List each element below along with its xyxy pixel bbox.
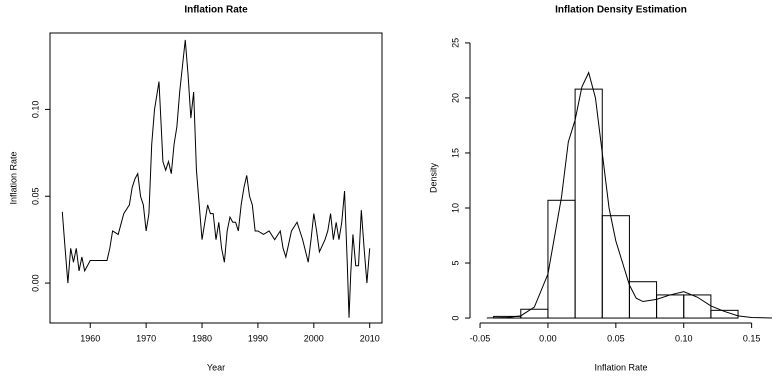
y-tick-label: 0.05 xyxy=(30,187,40,205)
y-axis-label: Density xyxy=(428,162,438,193)
x-tick-label: 1970 xyxy=(136,333,156,343)
bar xyxy=(601,215,630,319)
x-tick-label: 0.15 xyxy=(743,333,761,343)
x-tick-label: 1980 xyxy=(192,333,212,343)
bar xyxy=(710,309,739,319)
y-tick-label: 0 xyxy=(450,316,460,321)
y-tick-label: 0.00 xyxy=(30,274,40,292)
y-tick-label: 20 xyxy=(450,93,460,103)
bar xyxy=(574,88,603,319)
x-tick-label: 2010 xyxy=(360,333,380,343)
plot-frame xyxy=(49,32,383,324)
y-tick-label: 0.10 xyxy=(30,101,40,119)
x-axis-label: Year xyxy=(207,362,225,372)
x-tick-label: 1960 xyxy=(80,333,100,343)
y-tick-label: 10 xyxy=(450,203,460,213)
y-tick-label: 15 xyxy=(450,148,460,158)
x-tick-label: 0.10 xyxy=(675,333,693,343)
chart-title: Inflation Rate xyxy=(184,5,248,16)
x-axis-label: Inflation Rate xyxy=(594,362,647,372)
x-tick-label: 0.05 xyxy=(607,333,625,343)
x-tick-label: 0.00 xyxy=(539,333,557,343)
x-tick-label: -0.05 xyxy=(470,333,491,343)
y-tick-label: 5 xyxy=(450,261,460,266)
y-axis-label: Inflation Rate xyxy=(8,151,18,204)
density-curve xyxy=(486,71,773,319)
x-tick-label: 2000 xyxy=(304,333,324,343)
chart-title: Inflation Density Estimation xyxy=(555,5,687,16)
x-tick-label: 1990 xyxy=(248,333,268,343)
y-tick-label: 25 xyxy=(450,38,460,48)
data-line xyxy=(61,39,371,318)
bar xyxy=(683,294,712,319)
bar xyxy=(547,199,576,319)
